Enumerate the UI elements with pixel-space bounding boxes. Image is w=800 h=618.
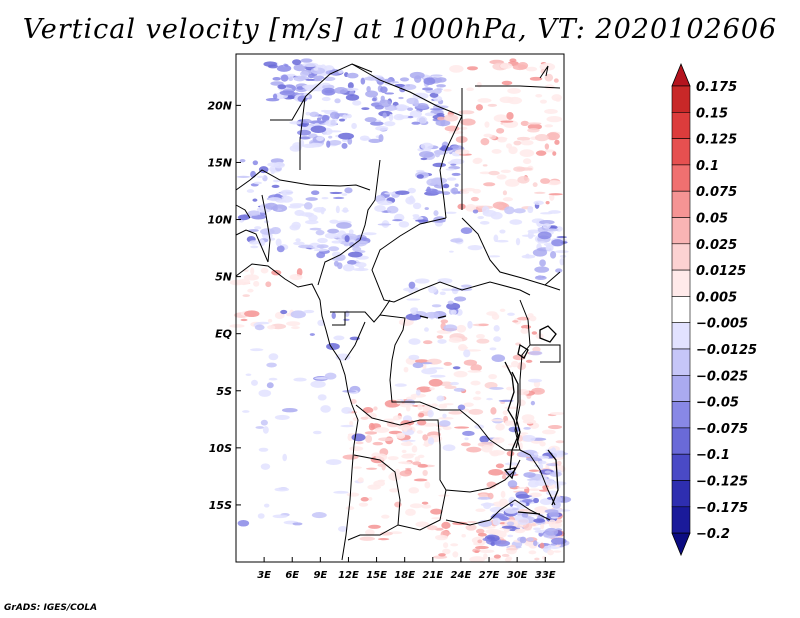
lon-label: 3E: [257, 570, 271, 581]
lon-label: 15E: [366, 570, 387, 581]
colorbar-label: 0.175: [696, 80, 737, 95]
lon-label: 6E: [285, 570, 299, 581]
lon-label: 24E: [451, 570, 472, 581]
colorbar-swatch: [671, 322, 691, 350]
country-borders: [235, 63, 561, 561]
colorbar-swatch: [671, 374, 691, 402]
colorbar: 0.175 0.15 0.125 0.1 0.075 0.05 0.025 0.0125 0.0…: [671, 62, 757, 557]
colorbar-swatch: [671, 348, 691, 376]
lon-label: 21E: [422, 570, 443, 581]
lon-label: 27E: [479, 570, 500, 581]
colorbar-label: 0.025: [696, 238, 737, 253]
lat-label: EQ: [215, 328, 232, 341]
lakes: [419, 315, 559, 515]
lat-label: 15N: [207, 156, 232, 169]
lat-label: 5S: [216, 385, 232, 398]
colorbar-swatch: [671, 164, 691, 192]
lon-label: 12E: [338, 570, 359, 581]
lat-label: 20N: [207, 99, 232, 112]
colorbar-swatch: [671, 401, 691, 429]
colorbar-swatch: [671, 296, 691, 323]
colorbar-label: −0.025: [696, 369, 748, 384]
colorbar-label: 0.005: [696, 290, 737, 305]
colorbar-swatch: [671, 427, 691, 455]
colorbar-swatch: [671, 480, 691, 508]
lon-label: 9E: [313, 570, 327, 581]
colorbar-swatch: [671, 269, 691, 297]
colorbar-label: 0.1: [696, 159, 719, 174]
lat-label: 5N: [215, 271, 232, 284]
colorbar-swatch: [671, 138, 691, 166]
lon-label: 33E: [535, 570, 556, 581]
map-title: Vertical velocity [m/s] at 1000hPa, VT: …: [22, 14, 778, 45]
grads-credit: GrADS: IGES/COLA: [4, 603, 98, 613]
colorbar-swatch: [671, 453, 691, 481]
colorbar-label: 0.0125: [696, 264, 746, 279]
lat-label: 10N: [207, 214, 232, 227]
colorbar-swatch: [671, 506, 691, 534]
colorbar-label: −0.075: [696, 422, 748, 437]
colorbar-label: −0.175: [696, 501, 748, 516]
colorbar-label: −0.2: [696, 527, 730, 542]
colorbar-label: −0.1: [696, 448, 730, 463]
colorbar-label: 0.05: [696, 212, 728, 227]
colorbar-cap-bottom: [671, 532, 691, 557]
colorbar-label: 0.125: [696, 133, 737, 148]
colorbar-label: −0.0125: [696, 343, 757, 358]
colorbar-label: −0.125: [696, 475, 748, 490]
colorbar-swatch: [671, 85, 691, 113]
colorbar-swatch: [671, 112, 691, 139]
map-frame: [235, 53, 565, 563]
colorbar-swatch: [671, 243, 691, 271]
lon-label: 18E: [394, 570, 415, 581]
colorbar-label: 0.15: [696, 106, 728, 121]
colorbar-swatch: [671, 217, 691, 245]
latitude-axis: 20N 15N 10N 5N EQ 5S 10S 15S: [207, 99, 241, 512]
lon-label: 30E: [507, 570, 528, 581]
colorbar-label: 0.075: [696, 185, 737, 200]
longitude-axis: 3E 6E 9E 12E 15E 18E 21E 24E 27E 30E 33E: [257, 557, 556, 581]
velocity-shading: [229, 58, 572, 563]
colorbar-swatch: [671, 190, 691, 218]
colorbar-label: −0.05: [696, 396, 739, 411]
lat-label: 10S: [209, 442, 232, 455]
colorbar-label: −0.005: [696, 317, 748, 332]
lat-label: 15S: [209, 499, 232, 512]
colorbar-cap-top: [671, 62, 691, 87]
